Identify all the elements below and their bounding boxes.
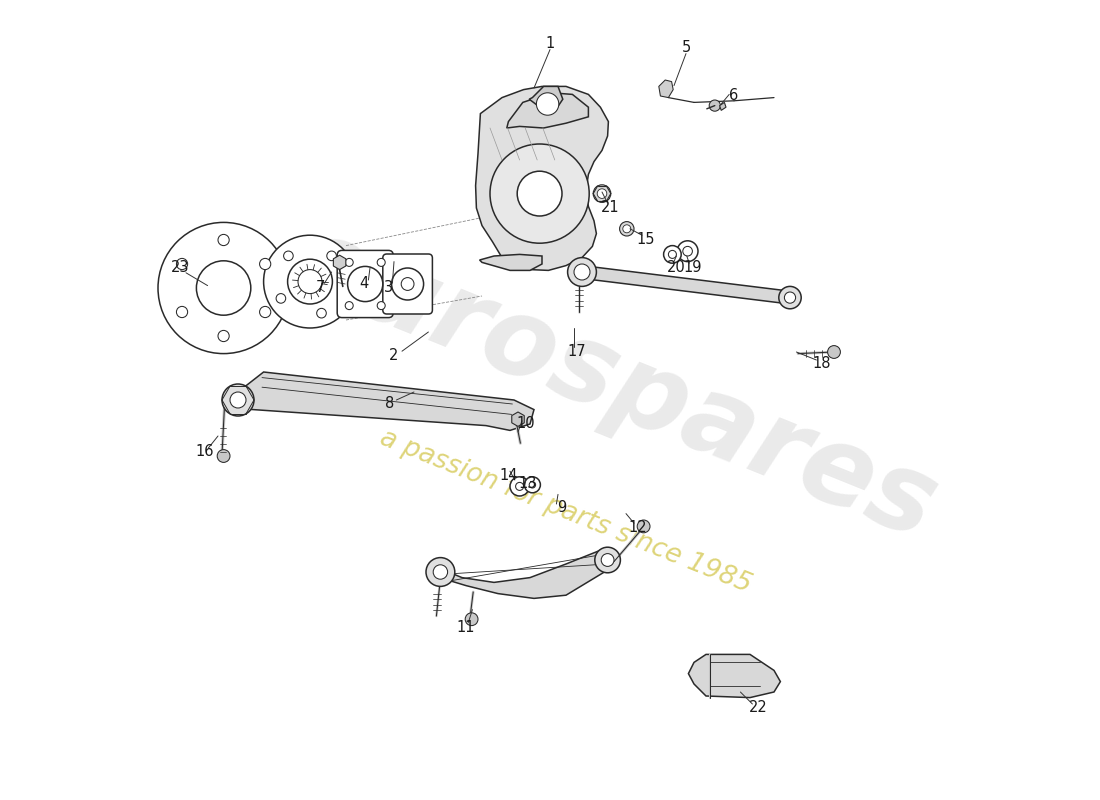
Polygon shape bbox=[230, 372, 534, 430]
Circle shape bbox=[619, 222, 634, 236]
Circle shape bbox=[348, 266, 383, 302]
Circle shape bbox=[377, 302, 385, 310]
Circle shape bbox=[525, 477, 540, 493]
Text: 21: 21 bbox=[601, 201, 619, 215]
Text: 20: 20 bbox=[667, 261, 685, 275]
Polygon shape bbox=[529, 86, 563, 109]
Text: 16: 16 bbox=[195, 445, 213, 459]
Text: 3: 3 bbox=[384, 281, 393, 295]
Circle shape bbox=[176, 258, 188, 270]
Text: 2: 2 bbox=[389, 349, 398, 363]
Text: 8: 8 bbox=[385, 397, 395, 411]
Polygon shape bbox=[434, 548, 614, 598]
Circle shape bbox=[176, 306, 188, 318]
Circle shape bbox=[276, 294, 286, 303]
Circle shape bbox=[284, 251, 294, 261]
Circle shape bbox=[402, 278, 414, 290]
Text: a passion for parts since 1985: a passion for parts since 1985 bbox=[376, 426, 756, 598]
Polygon shape bbox=[581, 266, 791, 304]
Text: 15: 15 bbox=[637, 233, 656, 247]
Circle shape bbox=[217, 450, 230, 462]
Circle shape bbox=[517, 171, 562, 216]
Circle shape bbox=[663, 246, 681, 263]
Text: 1: 1 bbox=[546, 37, 554, 51]
Text: eurospares: eurospares bbox=[276, 206, 952, 562]
Polygon shape bbox=[480, 254, 542, 270]
Text: 10: 10 bbox=[517, 417, 536, 431]
Text: 14: 14 bbox=[499, 469, 518, 483]
Circle shape bbox=[510, 477, 529, 496]
Circle shape bbox=[345, 302, 353, 310]
Circle shape bbox=[260, 258, 271, 270]
Circle shape bbox=[574, 264, 590, 280]
Text: 18: 18 bbox=[813, 357, 832, 371]
Circle shape bbox=[377, 258, 385, 266]
Circle shape bbox=[529, 482, 536, 488]
Circle shape bbox=[158, 222, 289, 354]
Text: 4: 4 bbox=[360, 277, 368, 291]
Circle shape bbox=[784, 292, 795, 303]
Text: 11: 11 bbox=[456, 621, 475, 635]
Polygon shape bbox=[689, 654, 780, 698]
Circle shape bbox=[465, 613, 478, 626]
Polygon shape bbox=[507, 93, 588, 128]
Text: 5: 5 bbox=[681, 41, 691, 55]
Text: 6: 6 bbox=[729, 89, 738, 103]
Circle shape bbox=[433, 565, 448, 579]
FancyBboxPatch shape bbox=[383, 254, 432, 314]
Text: 23: 23 bbox=[172, 261, 189, 275]
Circle shape bbox=[264, 235, 356, 328]
Text: 12: 12 bbox=[629, 521, 647, 535]
Polygon shape bbox=[475, 86, 608, 270]
Circle shape bbox=[597, 189, 607, 198]
Circle shape bbox=[779, 286, 801, 309]
Circle shape bbox=[230, 392, 246, 408]
Circle shape bbox=[637, 520, 650, 533]
Text: 22: 22 bbox=[749, 701, 768, 715]
Polygon shape bbox=[719, 102, 726, 110]
Circle shape bbox=[593, 185, 611, 202]
Polygon shape bbox=[333, 255, 345, 270]
Polygon shape bbox=[512, 412, 525, 426]
Circle shape bbox=[317, 308, 327, 318]
Circle shape bbox=[260, 306, 271, 318]
Circle shape bbox=[827, 346, 840, 358]
Circle shape bbox=[197, 261, 251, 315]
Circle shape bbox=[678, 241, 698, 262]
Circle shape bbox=[490, 144, 590, 243]
Circle shape bbox=[623, 225, 630, 233]
Circle shape bbox=[595, 547, 620, 573]
Circle shape bbox=[222, 384, 254, 416]
Circle shape bbox=[537, 93, 559, 115]
Circle shape bbox=[426, 558, 454, 586]
Polygon shape bbox=[659, 80, 673, 98]
Circle shape bbox=[602, 554, 614, 566]
Text: 7: 7 bbox=[316, 281, 326, 295]
Circle shape bbox=[345, 258, 353, 266]
Circle shape bbox=[683, 246, 692, 256]
Circle shape bbox=[669, 250, 676, 258]
Circle shape bbox=[710, 100, 720, 111]
FancyBboxPatch shape bbox=[338, 250, 393, 318]
Circle shape bbox=[218, 330, 229, 342]
Circle shape bbox=[392, 268, 424, 300]
Circle shape bbox=[327, 251, 337, 261]
Text: 9: 9 bbox=[558, 501, 566, 515]
Circle shape bbox=[516, 482, 524, 490]
Text: 17: 17 bbox=[568, 345, 585, 359]
Circle shape bbox=[568, 258, 596, 286]
Text: 13: 13 bbox=[518, 477, 537, 491]
Circle shape bbox=[218, 234, 229, 246]
Text: 19: 19 bbox=[683, 261, 702, 275]
